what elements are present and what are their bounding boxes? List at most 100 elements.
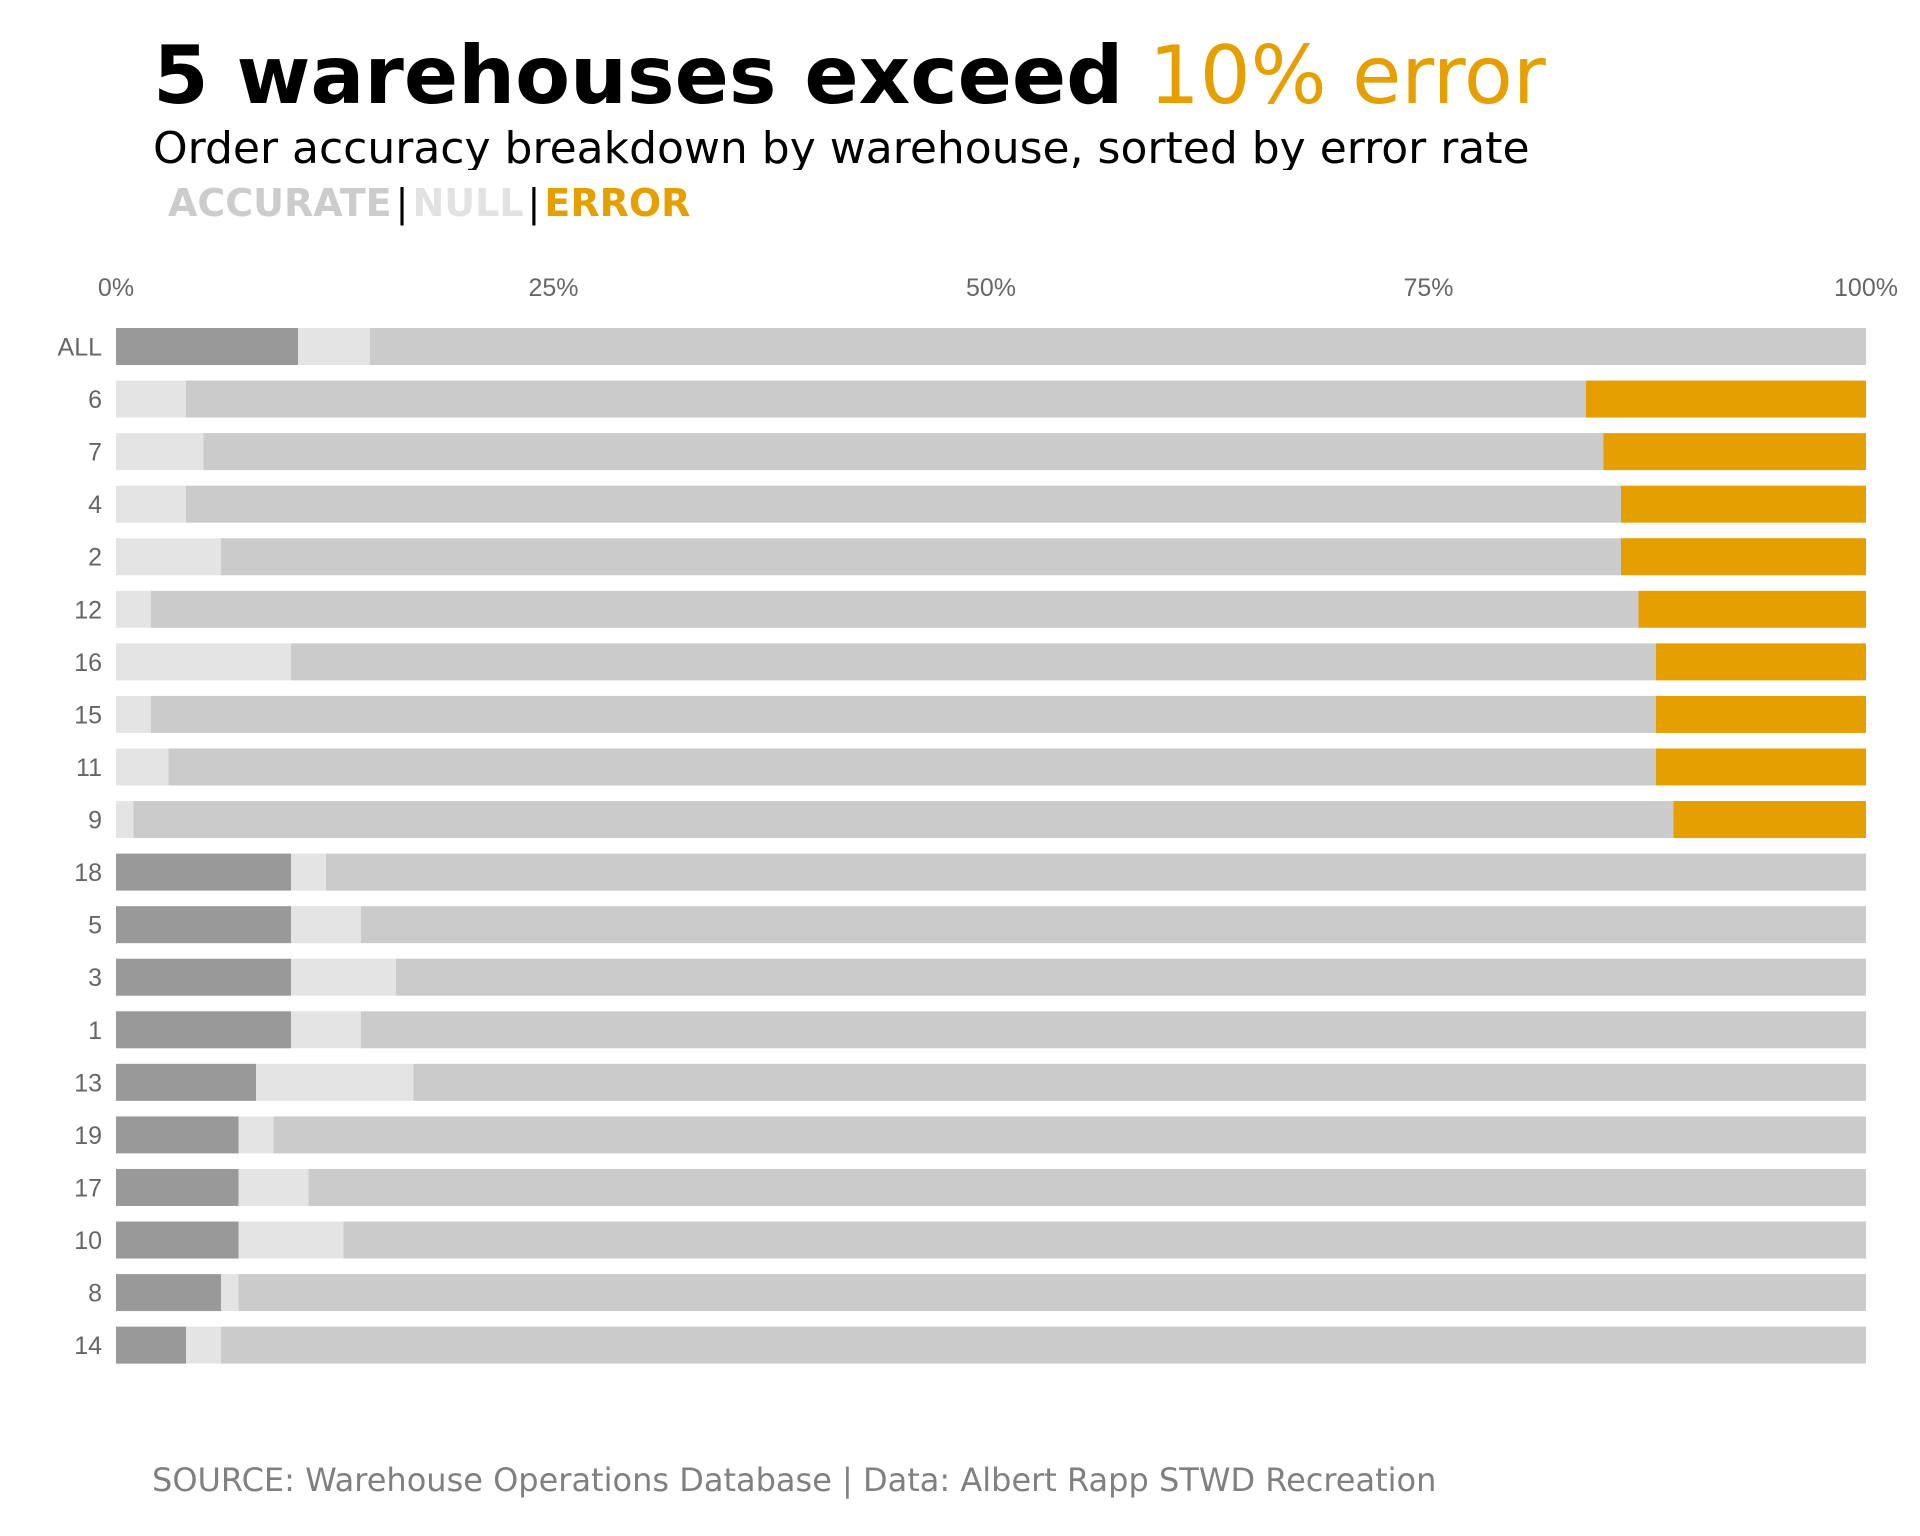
legend-accurate: ACCURATE [168,181,392,225]
bar-segment-accurate [326,853,1866,891]
bar-row: 10 [74,1221,1866,1259]
bar-segment-accurate [221,1326,1866,1364]
x-tick-label: 0% [98,274,134,302]
row-label: 2 [88,544,102,572]
row-label: 11 [76,754,102,782]
bar-segment-error [116,328,298,365]
bar-row: 7 [88,433,1866,471]
bar-segment-accurate [308,1168,1866,1206]
bar-rows: ALL 6 7 4 2 12 16 15 11 9 18 5 3 1 13 19 17 10 8 14 [58,328,1866,1364]
bar-segment-error [116,1326,186,1364]
bar-segment-error [116,906,291,944]
bar-segment-accurate [186,485,1621,523]
title-highlight: 10% error [1148,29,1546,122]
title-main: 5 warehouses exceed [153,29,1124,122]
bar-segment-accurate [221,538,1621,576]
bar-segment-error [1621,538,1866,576]
source-caption: SOURCE: Warehouse Operations Database | … [152,1461,1437,1499]
bar-segment-error [116,1168,239,1206]
bar-segment-null [116,643,291,681]
bar-segment-error [116,1063,256,1101]
row-label: 18 [74,859,102,887]
bar-row: 9 [88,801,1866,839]
bar-row: ALL [58,328,1866,365]
bar-segment-null [116,380,186,418]
legend-separator: | [395,181,409,225]
bar-segment-null [221,1274,239,1312]
bar-segment-error [116,958,291,996]
bar-segment-error [116,1274,221,1312]
bar-segment-accurate [133,801,1674,839]
row-label: 17 [74,1174,102,1202]
bar-segment-null [238,1221,344,1259]
row-label: 15 [74,701,102,729]
bar-segment-accurate [151,590,1639,628]
chart-subtitle: Order accuracy breakdown by warehouse, s… [153,124,1530,170]
bar-row: 3 [88,958,1866,996]
bar-segment-error [116,853,291,891]
bar-row: 17 [74,1168,1866,1206]
row-label: 13 [74,1069,102,1097]
bar-row: 11 [76,748,1866,786]
row-label: 10 [74,1227,102,1255]
bar-row: 4 [88,485,1866,523]
bar-segment-null [238,1116,274,1154]
bar-segment-accurate [369,328,1866,365]
row-label: 19 [74,1122,102,1150]
legend: ACCURATE | NULL | ERROR [168,180,690,226]
x-tick-label: 100% [1834,274,1898,302]
bar-row: 1 [88,1011,1866,1049]
x-tick-label: 25% [528,274,578,302]
row-label: 12 [74,596,102,624]
bar-row: 5 [88,906,1866,944]
bar-segment-error [1656,643,1866,681]
bar-segment-error [116,1221,239,1259]
x-axis: 0% 25% 50% 75% 100% [98,274,1898,302]
row-label: 8 [88,1280,102,1308]
bar-segment-error [1673,801,1866,839]
bar-segment-accurate [238,1274,1866,1312]
bar-segment-error [1603,433,1866,471]
legend-separator: | [527,181,541,225]
bar-segment-null [186,1326,221,1364]
row-label: 5 [88,912,102,940]
row-label: 4 [88,491,102,519]
bar-row: 8 [88,1274,1866,1312]
row-label: 6 [88,386,102,414]
bar-segment-accurate [151,695,1656,733]
bar-segment-accurate [168,748,1656,786]
bar-segment-error [1621,485,1866,523]
bar-segment-accurate [186,380,1586,418]
row-label: 16 [74,649,102,677]
bar-row: 14 [74,1326,1866,1364]
row-label: 1 [88,1017,102,1045]
bar-row: 2 [88,538,1866,576]
bar-segment-null [256,1063,414,1101]
x-tick-label: 50% [966,274,1016,302]
bar-segment-null [238,1168,309,1206]
chart-title: 5 warehouses exceed 10% error [153,28,1546,124]
x-tick-label: 75% [1403,274,1453,302]
bar-segment-accurate [361,1011,1866,1049]
bar-row: 18 [74,853,1866,891]
bar-segment-null [298,328,370,365]
bar-row: 19 [74,1116,1866,1154]
legend-null: NULL [412,181,524,225]
legend-error: ERROR [544,181,691,225]
bar-segment-accurate [343,1221,1866,1259]
bar-segment-error [116,1011,291,1049]
bar-segment-null [116,695,151,733]
bar-row: 16 [74,643,1866,681]
row-label: ALL [58,334,103,362]
bar-row: 13 [74,1063,1866,1101]
row-label: 3 [88,964,102,992]
bar-segment-accurate [291,643,1656,681]
bar-segment-null [116,433,204,471]
bar-segment-null [291,958,396,996]
bar-segment-error [1656,695,1866,733]
bar-segment-null [116,485,186,523]
bar-segment-accurate [203,433,1604,471]
bar-segment-error [1586,380,1866,418]
bar-row: 12 [74,590,1866,628]
